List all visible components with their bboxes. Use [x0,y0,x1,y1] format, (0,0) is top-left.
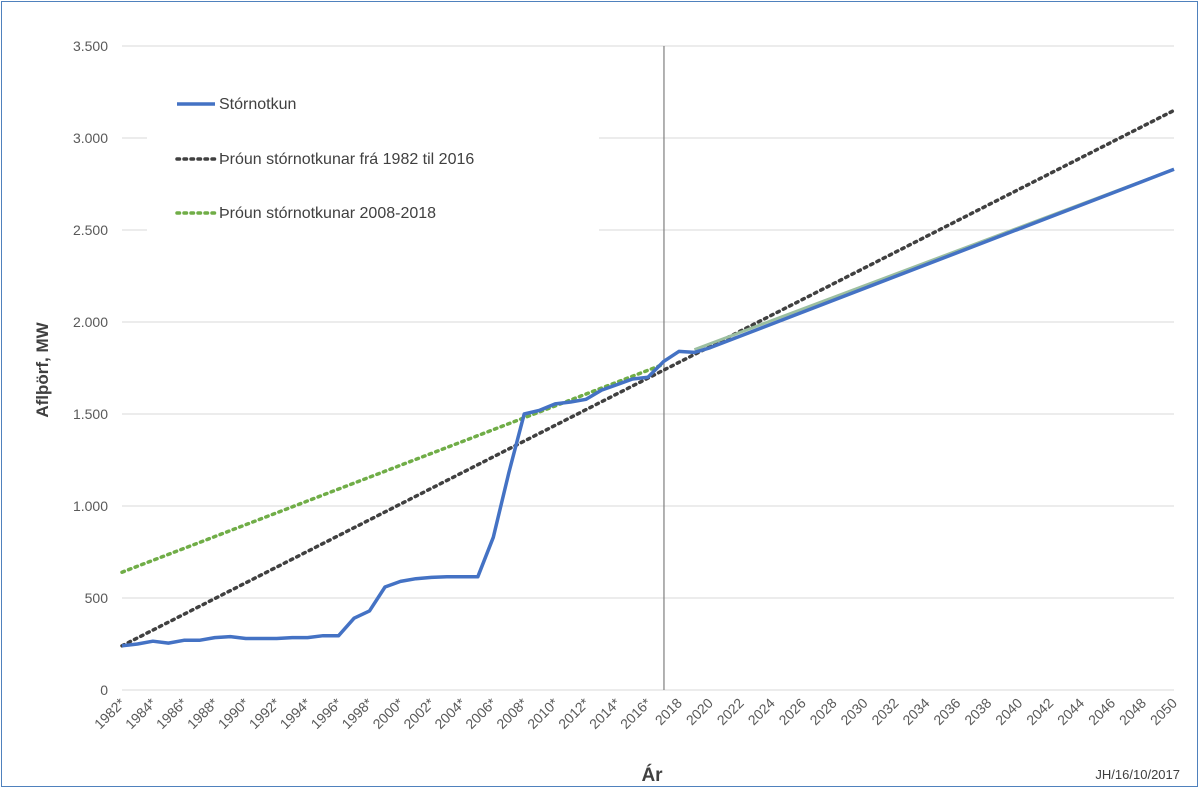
x-tick-label: 2026 [775,695,808,728]
x-tick-label: 2000* [369,694,407,732]
x-tick-label: 2004* [431,694,469,732]
y-tick-label: 3.500 [73,38,108,54]
x-tick-label: 2016* [617,694,655,732]
x-tick-label: 2042 [1023,695,1056,728]
x-axis-title: Ár [641,764,663,786]
x-tick-label: 2038 [961,695,994,728]
x-tick-label: 2044 [1054,695,1087,728]
x-tick-label: 1998* [338,694,376,732]
x-tick-label: 1984* [122,694,160,732]
legend: Stórnotkun Þróun stórnotkunar frá 1982 t… [147,75,599,243]
y-tick-label: 2.500 [73,222,108,238]
x-tick-label: 2006* [462,694,500,732]
legend-label-series-1: Stórnotkun [219,96,296,113]
y-axis-title: Aflþörf, MW [33,321,52,417]
legend-label-series-2: Þróun stórnotkunar frá 1982 til 2016 [219,151,474,168]
x-tick-label: 2032 [868,695,901,728]
y-tick-label: 3.000 [73,130,108,146]
legend-box [147,75,599,243]
x-tick-label: 2010* [524,694,562,732]
y-tick-label: 0 [100,682,108,698]
y-tick-label: 1.000 [73,498,108,514]
x-axis-ticks: 1982*1984*1986*1988*1990*1992*1994*1996*… [91,694,1180,732]
x-tick-label: 2018 [652,695,685,728]
y-tick-label: 500 [85,590,109,606]
x-tick-label: 2012* [555,694,593,732]
data-series [120,108,1176,648]
x-tick-label: 2050 [1147,695,1180,728]
credit-note: JH/16/10/2017 [1095,767,1180,782]
x-tick-label: 2034 [899,695,932,728]
x-tick-label: 2036 [930,695,963,728]
y-axis-ticks: 0 500 1.000 1.500 2.000 2.500 3.000 3.500 [73,38,108,698]
x-tick-label: 1986* [153,694,191,732]
legend-label-series-3: Þróun stórnotkunar 2008-2018 [219,205,436,222]
x-tick-label: 2022 [714,695,747,728]
x-tick-label: 1990* [215,694,253,732]
x-tick-label: 2028 [806,695,839,728]
y-tick-label: 2.000 [73,314,108,330]
x-tick-label: 2040 [992,695,1025,728]
x-tick-label: 1982* [91,694,129,732]
x-tick-label: 1988* [184,694,222,732]
x-tick-label: 2008* [493,694,531,732]
x-tick-label: 2020 [683,695,716,728]
gridlines [122,45,1174,691]
series-line-1 [121,167,1175,648]
x-tick-label: 2014* [586,694,624,732]
x-tick-label: 2024 [745,695,778,728]
x-tick-label: 1994* [277,694,315,732]
y-tick-label: 1.500 [73,406,108,422]
series-line-3 [120,362,666,574]
x-tick-label: 1996* [308,694,346,732]
x-tick-label: 2002* [400,694,438,732]
x-tick-label: 1992* [246,694,284,732]
x-tick-label: 2030 [837,695,870,728]
x-tick-label: 2048 [1116,695,1149,728]
x-tick-label: 2046 [1085,695,1118,728]
